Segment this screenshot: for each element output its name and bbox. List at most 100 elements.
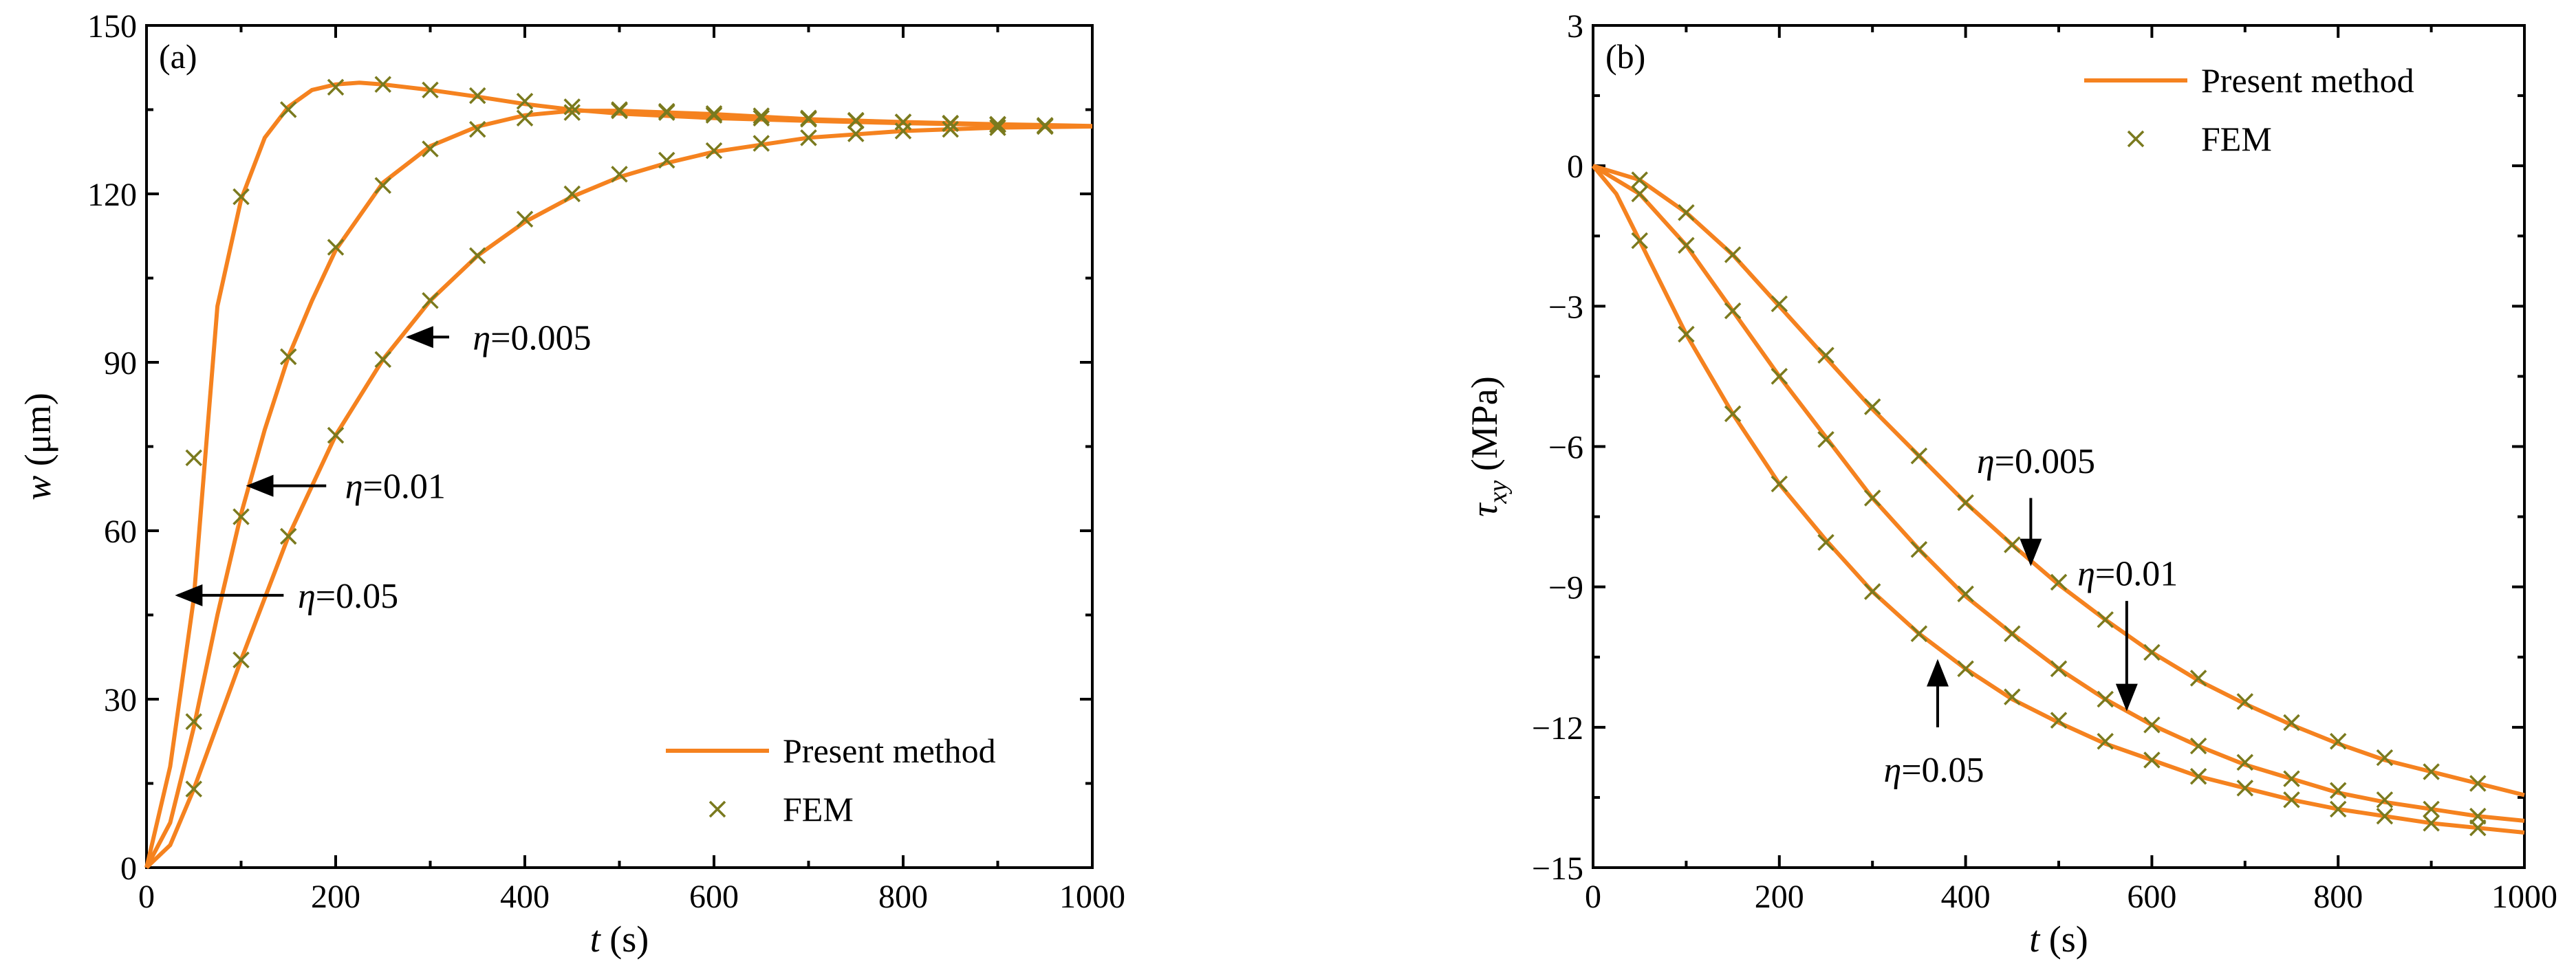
fem-marker	[2004, 625, 2021, 642]
fem-marker	[1863, 490, 1881, 507]
fem-marker	[469, 87, 486, 104]
fem-marker	[1724, 405, 1742, 423]
fem-marker	[469, 120, 486, 138]
fem-marker	[1910, 447, 1928, 465]
y-tick-label: 120	[87, 177, 137, 213]
fem-marker	[1863, 583, 1881, 600]
fem-marker	[2469, 819, 2487, 837]
annotation-label: η=0.01	[345, 468, 446, 507]
series-line	[144, 124, 1093, 870]
fem-marker	[185, 713, 202, 730]
x-tick-label: 200	[1755, 879, 1804, 915]
fem-marker	[2236, 754, 2254, 771]
legend-label-present-method: Present method	[2201, 61, 2414, 100]
fem-marker	[1817, 431, 1834, 448]
fem-marker	[658, 102, 675, 120]
fem-marker	[2376, 749, 2394, 767]
fem-marker	[1678, 236, 1695, 254]
fem-marker	[1771, 475, 1788, 493]
annotation-label: η=0.05	[298, 577, 398, 616]
y-tick-label: 30	[104, 682, 137, 718]
fem-marker	[563, 98, 581, 116]
fem-marker	[1957, 494, 1974, 512]
fem-marker	[2236, 780, 2254, 797]
fem-marker	[516, 93, 534, 110]
x-tick-label: 0	[1585, 879, 1601, 915]
fem-marker	[422, 140, 439, 157]
fem-marker	[2189, 737, 2207, 755]
fem-marker	[611, 166, 628, 183]
y-tick-label: −3	[1548, 289, 1583, 325]
fem-marker	[280, 527, 297, 545]
fem-marker	[232, 188, 250, 206]
fem-marker	[516, 210, 534, 228]
annotation-label: η=0.01	[2077, 554, 2178, 593]
fem-marker	[185, 449, 202, 467]
fem-marker	[469, 247, 486, 265]
x-tick-label: 600	[2127, 879, 2176, 915]
fem-marker	[2189, 670, 2207, 687]
fem-marker	[374, 351, 391, 368]
x-tick-label: 400	[1941, 879, 1991, 915]
panel-b: 0 200 400 600 800 1000 −15 −12 −9 −6 −3 0 3 t (s) τxy …	[1464, 8, 2557, 960]
fem-marker	[2143, 751, 2161, 769]
fem-marker	[2329, 782, 2347, 799]
fem-marker	[1678, 204, 1695, 221]
fem-marker	[2283, 714, 2300, 732]
fem-marker	[1817, 346, 1834, 364]
fem-marker	[2423, 800, 2440, 818]
fem-marker	[800, 109, 817, 126]
fem-marker	[1910, 540, 1928, 558]
fem-marker	[2283, 770, 2300, 787]
fem-marker	[1724, 302, 1742, 320]
legend-label-present-method: Present method	[783, 732, 996, 770]
panel-a: 0 200 400 600 800 1000 0 30 60 90 120 150 t (s) w (μm…	[17, 8, 1125, 960]
fem-marker	[327, 426, 345, 444]
fem-marker	[327, 78, 345, 96]
fem-marker	[516, 109, 534, 126]
panel-label: (b)	[1605, 37, 1645, 76]
x-tick-label: 1000	[1059, 879, 1125, 915]
fem-marker	[2423, 815, 2440, 832]
series-line	[1592, 164, 2525, 798]
fem-marker	[2143, 716, 2161, 734]
y-tick-label: 0	[120, 850, 137, 887]
fem-marker	[658, 151, 675, 169]
legend: Present method FEM	[2084, 61, 2414, 158]
fem-marker	[2236, 693, 2254, 710]
annotation-label: η=0.005	[473, 318, 591, 358]
fem-marker	[2004, 688, 2021, 705]
x-axis-title: t (s)	[590, 918, 649, 960]
y-tick-label: −12	[1532, 710, 1583, 747]
fem-marker	[1910, 625, 1928, 642]
fem-marker	[705, 104, 723, 122]
fem-marker	[847, 111, 865, 129]
x-tick-label: 400	[500, 879, 550, 915]
fem-marker	[2469, 775, 2487, 792]
fem-marker	[1724, 246, 1742, 263]
series-line	[144, 109, 1093, 869]
y-axis-title: τxy (MPa)	[1464, 376, 1513, 517]
y-axis-title: w (μm)	[17, 393, 58, 500]
panel-label: (a)	[159, 37, 197, 76]
fem-marker	[753, 107, 770, 124]
fem-marker	[1037, 118, 1054, 135]
fem-marker	[280, 101, 297, 118]
y-tick-label: −9	[1548, 570, 1583, 606]
fem-marker	[422, 292, 439, 309]
x-tick-label: 1000	[2491, 879, 2557, 915]
fem-marker	[894, 122, 912, 140]
fem-marker	[374, 177, 391, 194]
fem-marker	[2050, 573, 2068, 591]
fem-marker	[989, 116, 1006, 133]
fem-marker	[753, 135, 770, 152]
fem-marker	[374, 76, 391, 93]
legend-label-fem: FEM	[783, 790, 854, 828]
y-tick-label: 3	[1567, 8, 1583, 45]
x-tick-label: 0	[138, 879, 155, 915]
fem-marker	[2050, 712, 2068, 729]
fem-marker	[1631, 232, 1648, 250]
y-tick-label: −6	[1548, 430, 1583, 466]
x-tick-label: 800	[878, 879, 928, 915]
fem-marker	[2376, 791, 2394, 808]
